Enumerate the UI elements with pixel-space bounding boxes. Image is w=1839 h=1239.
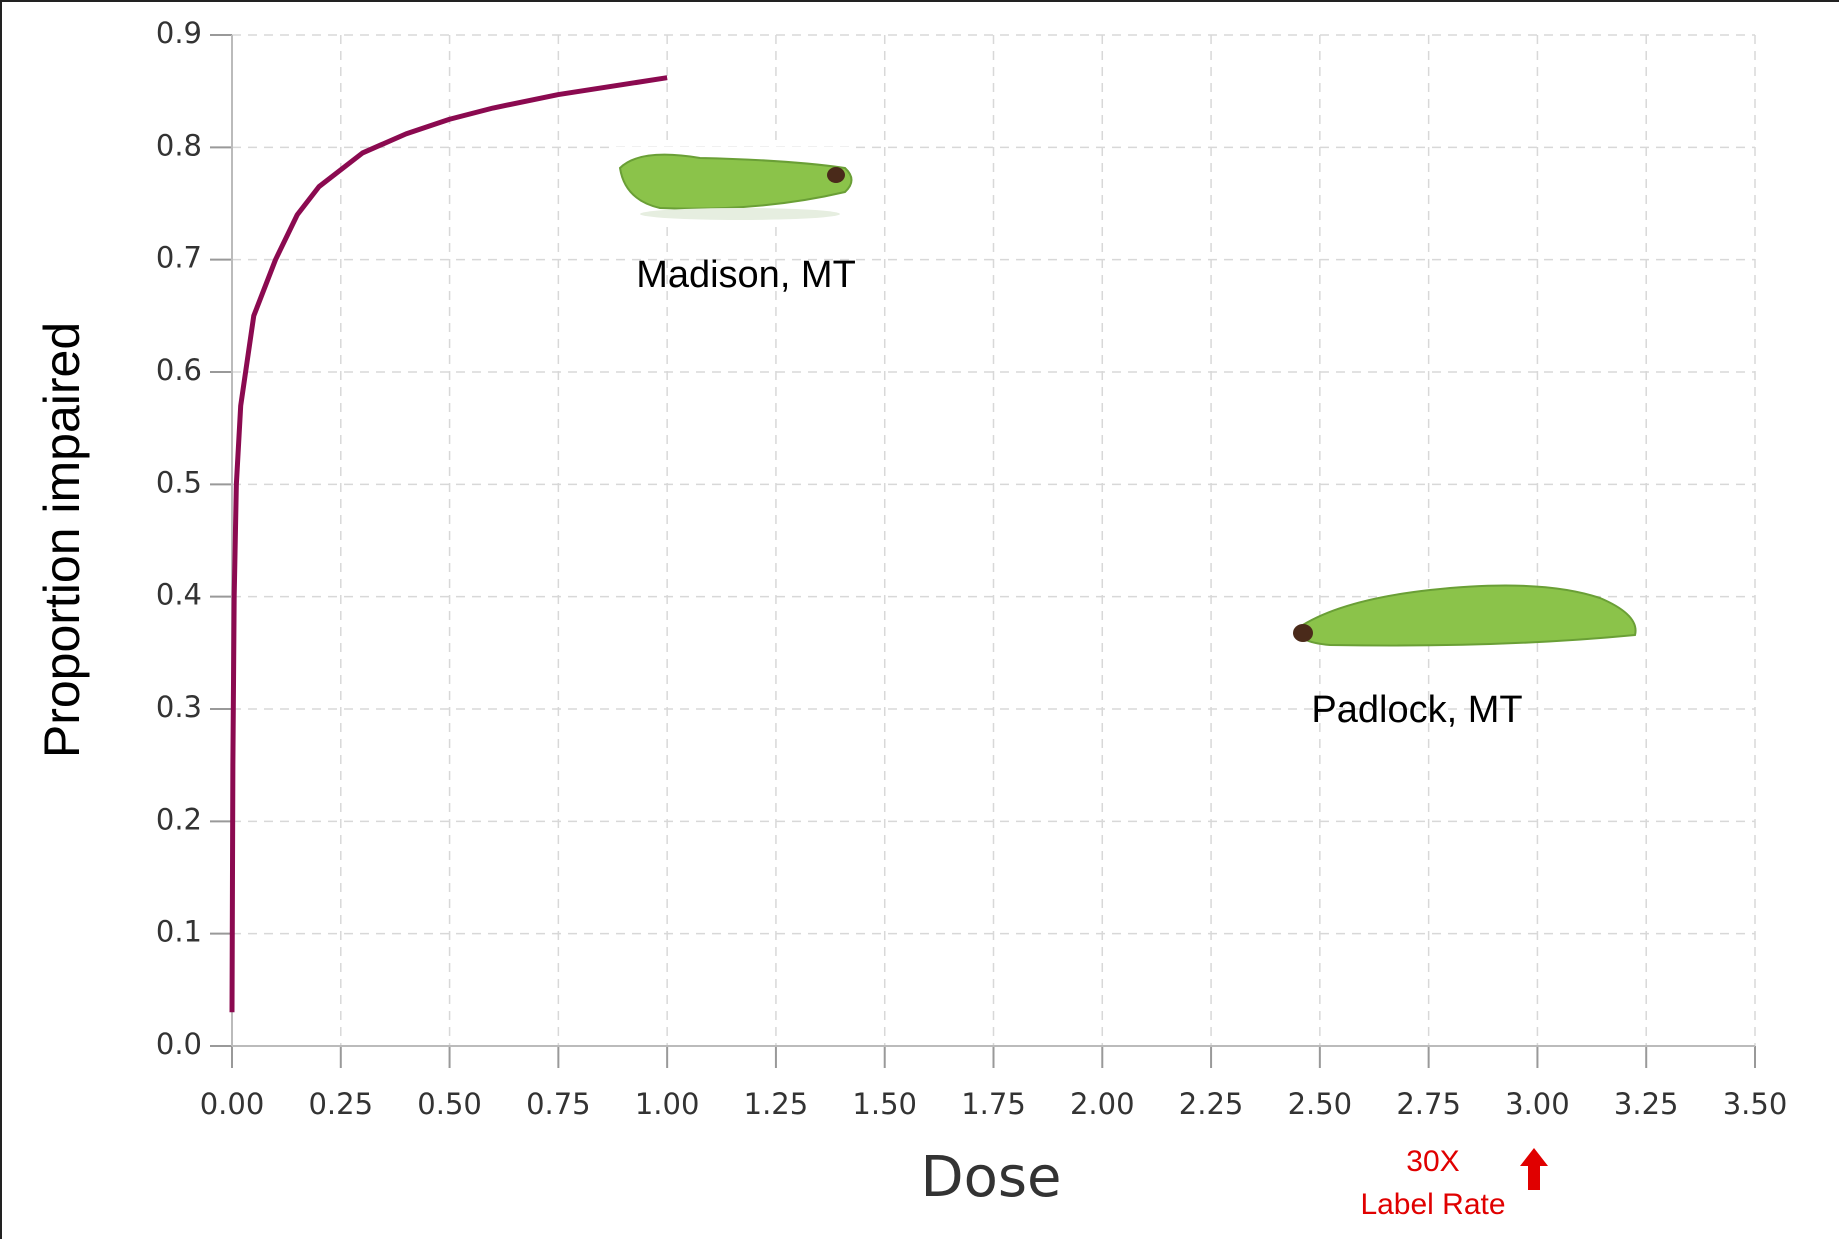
chart: Madison, MT Padlock, MT 30X Label Rate D…	[0, 0, 1839, 1239]
y-tick-label: 0.4	[156, 578, 202, 612]
x-tick-label: 0.00	[200, 1087, 265, 1121]
x-tick-label: 1.00	[635, 1087, 700, 1121]
x-tick-label: 0.25	[308, 1087, 373, 1121]
x-axis-label: Dose	[920, 1145, 1061, 1210]
x-tick-label: 3.50	[1723, 1087, 1788, 1121]
caterpillar-image	[1293, 586, 1636, 646]
x-tick-label: 2.75	[1396, 1087, 1461, 1121]
x-tick-label: 2.25	[1179, 1087, 1244, 1121]
y-tick-label: 0.1	[156, 915, 202, 949]
y-tick-label: 0.7	[156, 241, 202, 275]
y-tick-label: 0.0	[156, 1027, 202, 1061]
x-tick-label: 2.00	[1070, 1087, 1135, 1121]
y-axis-label: Proportion impaired	[34, 322, 90, 758]
x-tick-label: 0.50	[417, 1087, 482, 1121]
annotation: Madison, MT	[636, 254, 856, 296]
annotation: Label Rate	[1360, 1188, 1505, 1221]
caterpillar-image	[616, 147, 856, 223]
y-tick-label: 0.5	[156, 465, 202, 499]
x-tick-label: 0.75	[526, 1087, 591, 1121]
annotation: 30X	[1406, 1145, 1459, 1178]
x-tick-label: 3.25	[1614, 1087, 1679, 1121]
x-tick-label: 3.00	[1505, 1087, 1570, 1121]
y-tick-label: 0.3	[156, 690, 202, 724]
x-tick-label: 1.50	[852, 1087, 917, 1121]
x-tick-label: 1.75	[961, 1087, 1026, 1121]
y-tick-label: 0.8	[156, 128, 202, 162]
arrow	[1520, 1148, 1548, 1190]
y-tick-label: 0.9	[156, 16, 202, 50]
annotation: Padlock, MT	[1311, 689, 1522, 731]
y-tick-label: 0.2	[156, 802, 202, 836]
y-tick-label: 0.6	[156, 353, 202, 387]
x-tick-label: 1.25	[744, 1087, 809, 1121]
x-tick-label: 2.50	[1288, 1087, 1353, 1121]
